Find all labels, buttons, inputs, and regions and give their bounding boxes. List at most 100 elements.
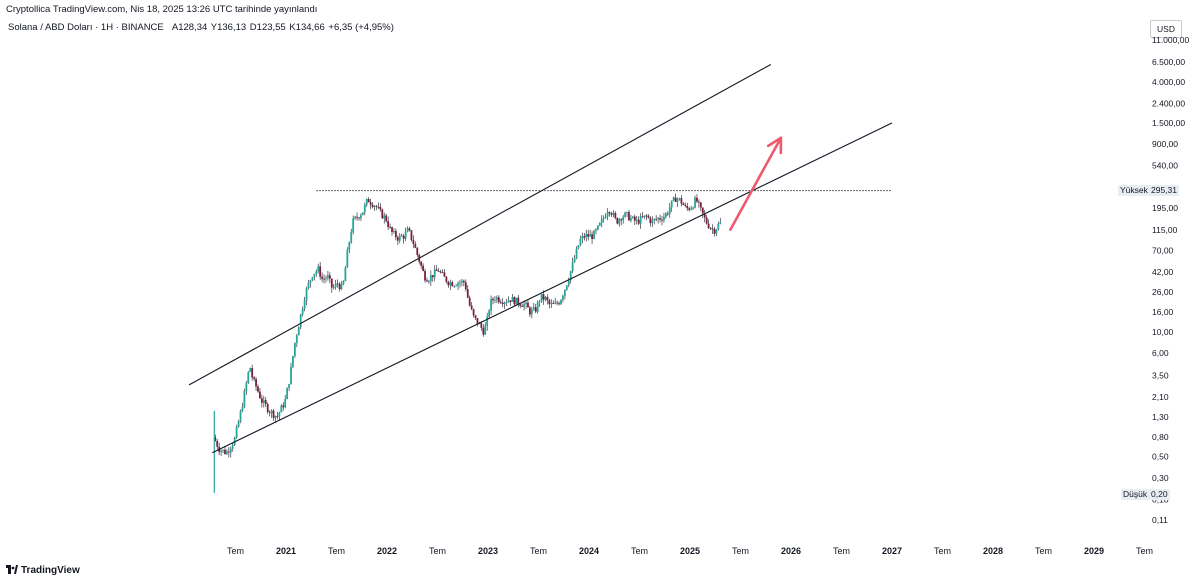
candle	[717, 221, 720, 231]
channel-upper-line[interactable]	[188, 63, 772, 386]
candle	[332, 283, 335, 290]
candle	[270, 409, 273, 418]
candle	[538, 299, 541, 307]
symbol-legend: Solana / ABD Doları · 1H · BINANCE A128,…	[8, 22, 395, 33]
candle	[696, 194, 698, 203]
candle	[328, 272, 331, 284]
candle	[633, 214, 636, 225]
candle	[462, 279, 465, 287]
candle	[663, 212, 665, 223]
candle	[610, 211, 613, 217]
candle	[620, 218, 623, 226]
published-caption: Cryptollica TradingView.com, Nis 18, 202…	[6, 4, 318, 15]
candle	[497, 295, 500, 304]
low-value-tag: 0,20	[1149, 489, 1170, 500]
candle	[618, 217, 621, 227]
channel-lower-line[interactable]	[212, 122, 893, 454]
x-tick-label: 2024	[579, 546, 599, 556]
candle	[426, 277, 428, 283]
candle	[486, 312, 489, 331]
candle	[688, 207, 691, 212]
candle	[678, 197, 681, 201]
candle	[367, 197, 370, 203]
candle	[299, 313, 302, 330]
candle	[441, 269, 444, 274]
x-tick-label: 2022	[377, 546, 397, 556]
candle	[672, 196, 675, 202]
candle	[532, 302, 535, 311]
candle	[674, 193, 677, 203]
x-tick-label: Tem	[631, 546, 648, 556]
candle	[552, 300, 555, 305]
candle	[474, 314, 477, 321]
candle	[684, 202, 687, 208]
candle	[680, 195, 683, 207]
candle	[664, 212, 667, 219]
candle	[544, 295, 547, 302]
candle	[567, 277, 570, 288]
candle	[321, 272, 323, 283]
candle	[527, 299, 529, 308]
candle	[575, 246, 578, 260]
candle	[356, 212, 358, 221]
x-tick-label: Tem	[934, 546, 951, 556]
candle	[606, 208, 609, 221]
y-tick-label: 0,30	[1152, 473, 1169, 483]
candle	[286, 387, 289, 400]
candle	[307, 279, 310, 290]
candle	[464, 279, 467, 292]
y-tick-label: 3,50	[1152, 371, 1169, 381]
candle	[719, 217, 722, 225]
symbol-name[interactable]: Solana / ABD Doları · 1H · BINANCE	[8, 22, 164, 33]
candle	[676, 197, 679, 207]
candle	[540, 294, 543, 303]
annotations	[188, 63, 893, 454]
currency-button[interactable]: USD	[1150, 20, 1182, 38]
candle	[416, 247, 419, 258]
candle	[303, 296, 306, 312]
candle	[284, 394, 287, 409]
x-tick-label: 2021	[276, 546, 296, 556]
candle	[546, 294, 549, 305]
y-tick-label: 0,50	[1152, 452, 1169, 462]
candle	[259, 388, 261, 399]
candle	[393, 228, 395, 234]
candle	[457, 281, 459, 291]
candle	[410, 230, 413, 242]
y-axis: 11.000,00 6.500,00 4.000,00 2.400,00 1.500,0…	[1152, 35, 1189, 525]
candle	[583, 232, 586, 241]
candle	[429, 270, 432, 286]
candle	[536, 300, 539, 314]
candle	[488, 309, 491, 319]
candle	[371, 202, 374, 209]
candle	[278, 411, 281, 421]
candle	[363, 202, 366, 216]
candle	[422, 263, 424, 272]
candle	[713, 226, 716, 237]
candle	[525, 301, 527, 309]
candle	[494, 296, 496, 304]
candle	[231, 443, 234, 452]
x-tick-label: 2023	[478, 546, 498, 556]
candle	[573, 255, 576, 263]
candle	[534, 303, 537, 314]
candle	[340, 281, 343, 290]
candle	[394, 228, 397, 241]
candle	[412, 235, 415, 249]
tradingview-logo[interactable]: TradingView	[6, 565, 80, 576]
y-tick-label: 70,00	[1152, 246, 1174, 256]
candle	[600, 215, 603, 228]
candle	[628, 210, 630, 221]
candle	[288, 383, 290, 391]
low-label-tag: Düşük	[1121, 489, 1150, 500]
candle	[290, 362, 292, 385]
candle	[490, 295, 492, 316]
candle	[630, 214, 632, 223]
candle	[216, 438, 219, 450]
candle	[243, 388, 246, 409]
target-arrow[interactable]	[729, 136, 783, 231]
candle	[709, 227, 712, 231]
candle	[579, 235, 582, 247]
candle	[402, 234, 405, 244]
